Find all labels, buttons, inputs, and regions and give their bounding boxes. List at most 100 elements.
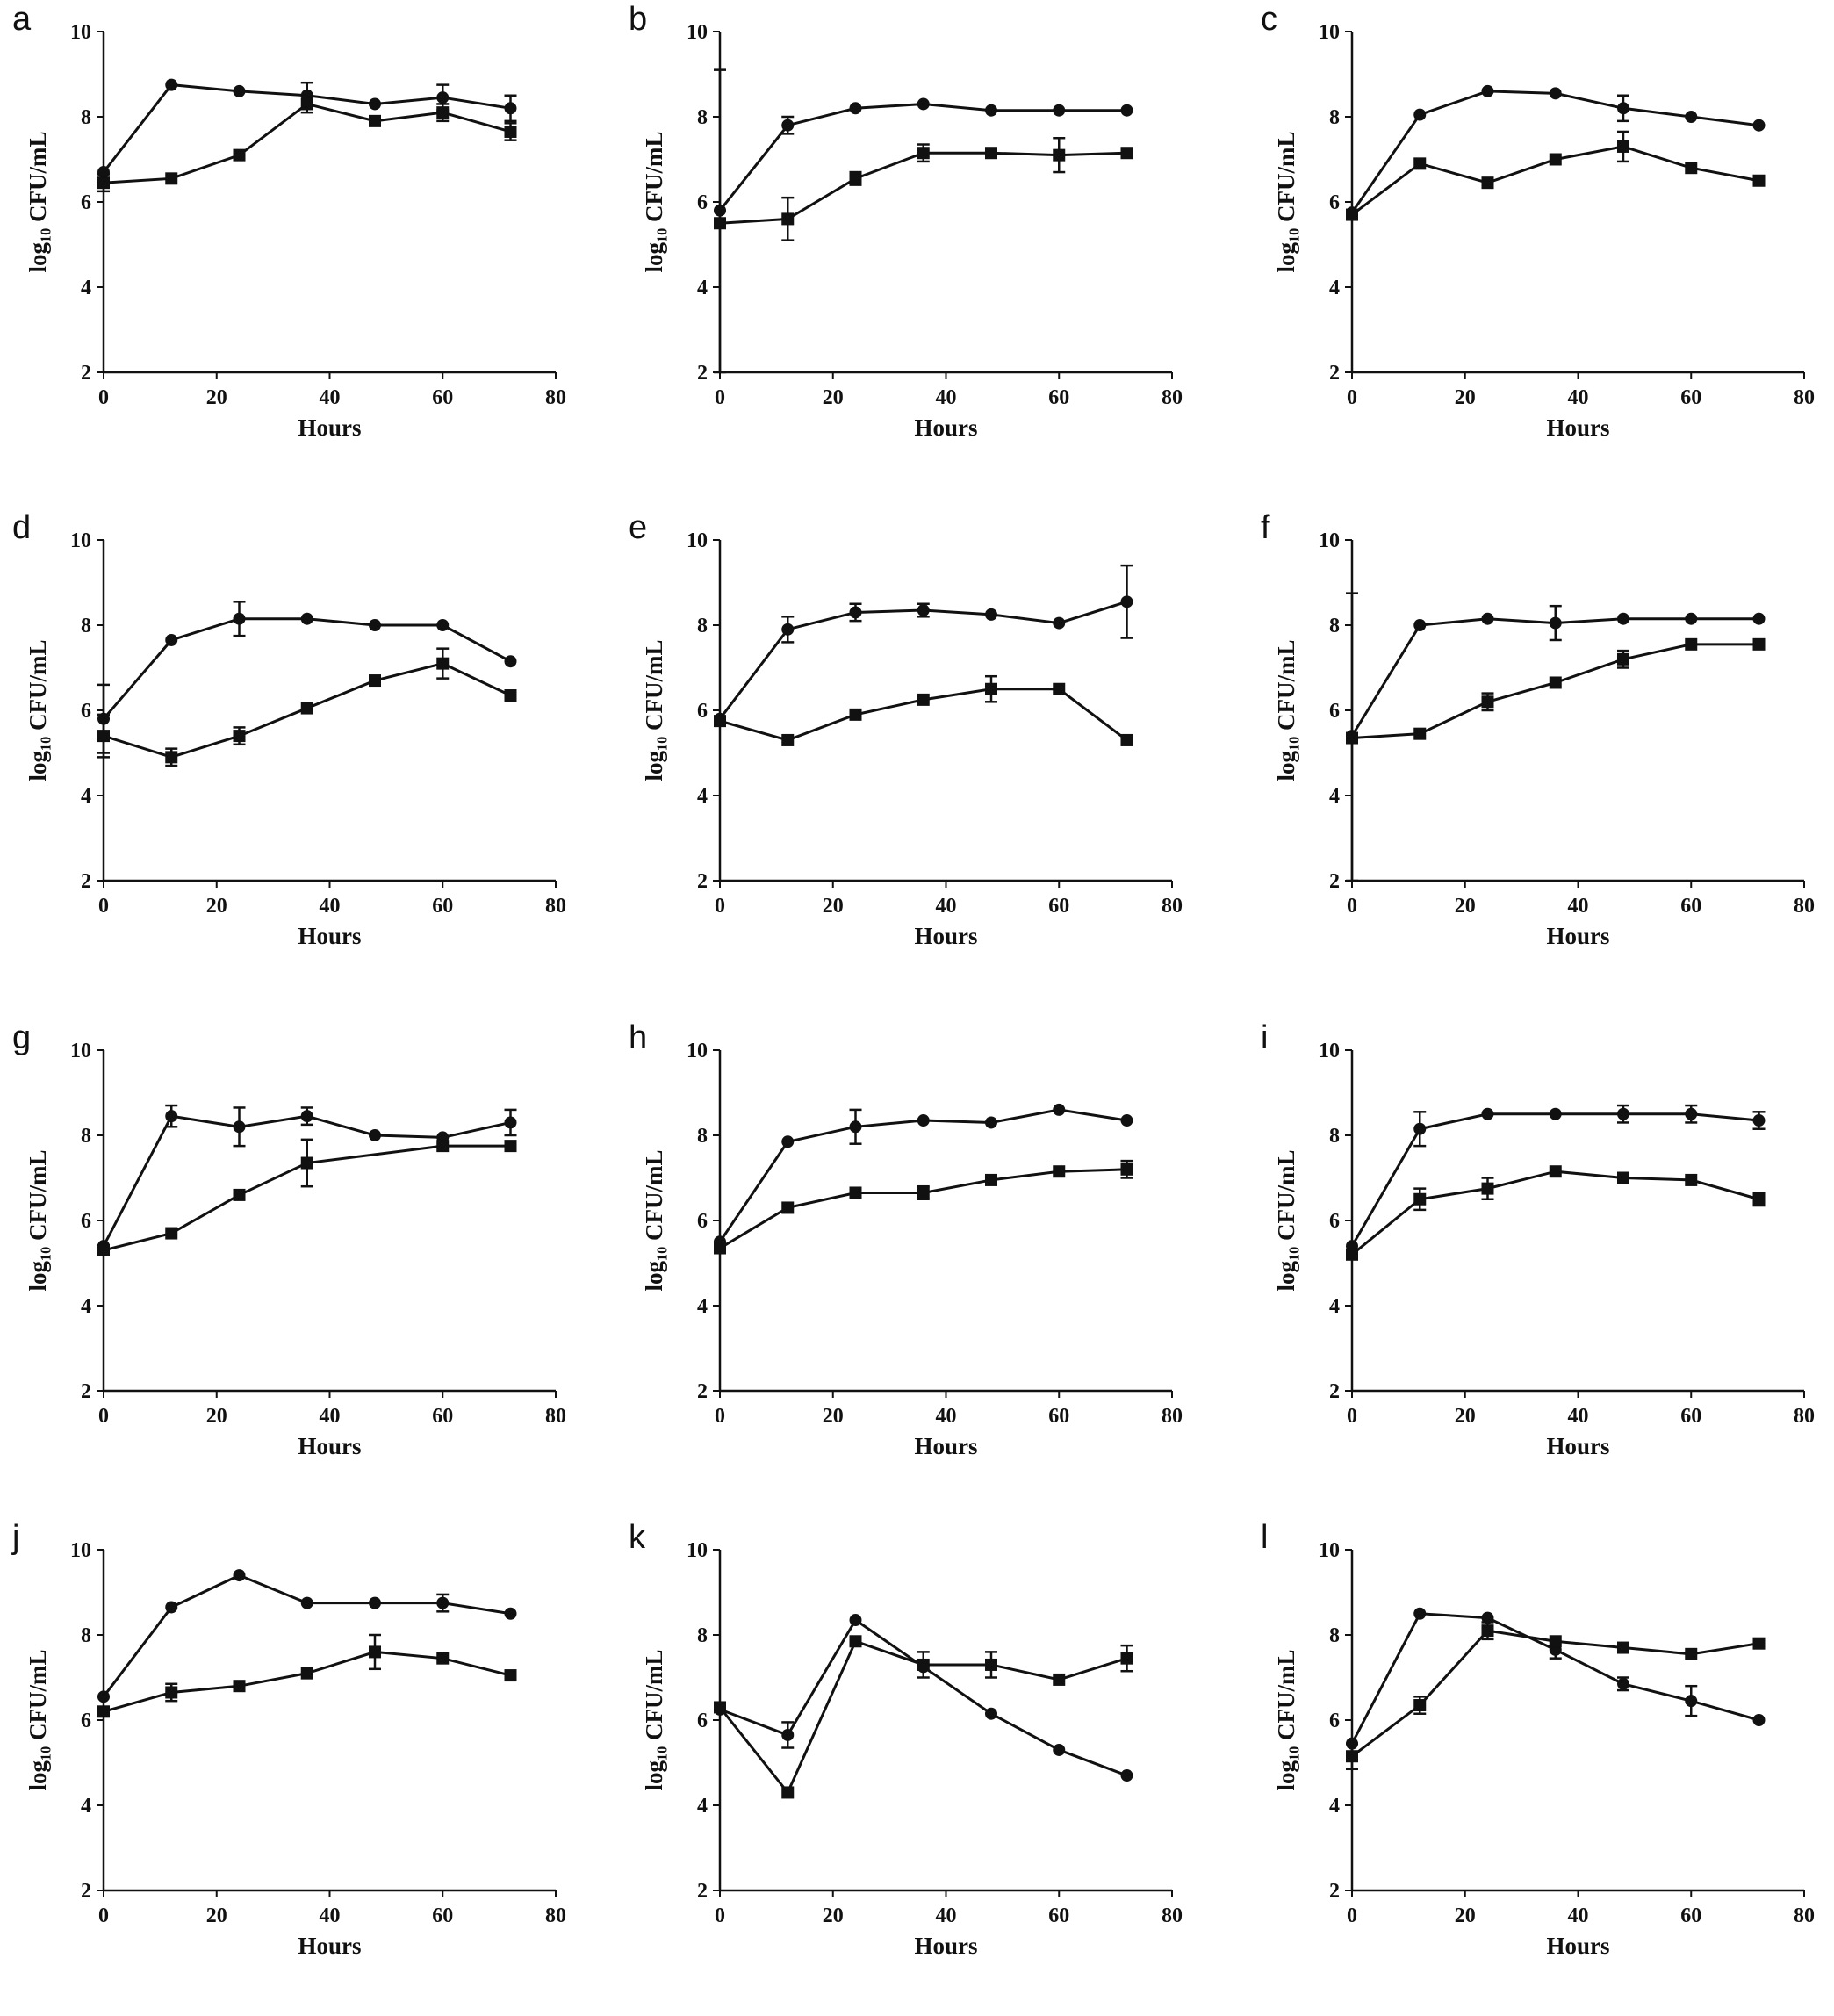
data-point-square — [97, 1243, 110, 1256]
y-tick-label: 4 — [697, 277, 708, 299]
x-tick-label: 0 — [1347, 1904, 1357, 1927]
data-point-square — [1120, 1163, 1133, 1176]
data-point-square — [436, 657, 450, 670]
x-tick-label: 0 — [98, 386, 109, 409]
x-tick-label: 40 — [936, 1405, 957, 1428]
x-tick-label: 0 — [98, 1405, 109, 1428]
x-tick-label: 40 — [1568, 895, 1589, 918]
data-point-circle — [233, 1120, 246, 1134]
data-point-square — [97, 730, 110, 743]
data-point-circle — [1053, 616, 1066, 630]
x-tick-label: 20 — [1455, 1405, 1476, 1428]
data-point-circle — [917, 1114, 930, 1127]
data-point-square — [1346, 1750, 1358, 1763]
data-point-square — [165, 1686, 178, 1699]
data-point-circle — [917, 97, 930, 111]
data-point-square — [917, 147, 930, 160]
y-tick-label: 2 — [81, 362, 91, 385]
x-tick-label: 40 — [320, 895, 341, 918]
data-point-square — [1685, 162, 1698, 175]
y-tick-label: 2 — [697, 362, 708, 385]
y-tick-label: 6 — [697, 700, 708, 723]
x-tick-label: 40 — [936, 1904, 957, 1927]
x-tick-label: 20 — [1455, 895, 1476, 918]
data-point-circle — [504, 1116, 517, 1129]
data-point-square — [1685, 1647, 1698, 1660]
x-axis-title: Hours — [298, 1433, 361, 1459]
y-axis-title: log₁₀ CFU/mL — [641, 1650, 667, 1791]
x-tick-label: 40 — [320, 1904, 341, 1927]
data-point-square — [1346, 208, 1358, 221]
x-tick-label: 60 — [1680, 386, 1701, 409]
y-tick-label: 2 — [697, 1880, 708, 1903]
data-point-circle — [781, 119, 795, 132]
series-circle — [714, 1103, 1133, 1249]
data-point-circle — [504, 655, 517, 668]
data-point-square — [1120, 733, 1133, 746]
data-point-square — [985, 147, 997, 160]
data-point-circle — [985, 608, 997, 621]
chart-panel-f: f 2 4 6 8 10 0 20 40 60 80 Hours log₁₀ CFU/mL — [1261, 509, 1815, 949]
data-point-square — [1752, 174, 1766, 187]
data-point-square — [1617, 1171, 1629, 1184]
y-tick-label: 6 — [81, 191, 91, 214]
data-point-square — [1346, 1248, 1358, 1261]
series-square — [714, 674, 1133, 746]
data-point-square — [849, 1186, 862, 1199]
data-point-circle — [849, 102, 862, 115]
panel-letter: f — [1261, 509, 1270, 546]
y-tick-label: 8 — [697, 106, 708, 129]
x-tick-label: 40 — [936, 386, 957, 409]
data-point-circle — [985, 1116, 997, 1129]
y-axis-title: log₁₀ CFU/mL — [1273, 1650, 1299, 1791]
data-point-square — [985, 682, 997, 695]
data-point-square — [1120, 147, 1133, 160]
x-axis-title: Hours — [298, 1933, 361, 1959]
y-tick-label: 6 — [697, 191, 708, 214]
x-tick-label: 80 — [1794, 386, 1815, 409]
y-tick-label: 10 — [687, 1539, 708, 1562]
x-tick-label: 0 — [98, 1904, 109, 1927]
data-point-square — [1685, 637, 1698, 651]
y-tick-label: 4 — [81, 1295, 91, 1318]
panel-letter: c — [1261, 1, 1277, 38]
x-axis-title: Hours — [914, 923, 977, 949]
data-point-circle — [1685, 1107, 1698, 1120]
data-point-circle — [1752, 119, 1766, 132]
x-tick-label: 60 — [1048, 1405, 1069, 1428]
y-tick-label: 6 — [1329, 1710, 1340, 1732]
data-point-circle — [1120, 595, 1133, 608]
x-tick-label: 0 — [1347, 895, 1357, 918]
data-point-circle — [504, 102, 517, 115]
data-point-circle — [1481, 612, 1494, 625]
data-point-square — [233, 1188, 246, 1201]
data-point-square — [849, 1635, 862, 1648]
data-point-circle — [165, 633, 178, 646]
data-point-circle — [165, 1110, 178, 1123]
y-tick-label: 6 — [81, 700, 91, 723]
x-tick-label: 80 — [545, 386, 566, 409]
series-line — [1350, 1612, 1759, 1745]
y-tick-label: 4 — [697, 1795, 708, 1818]
data-point-circle — [1413, 619, 1427, 631]
x-tick-label: 40 — [936, 895, 957, 918]
x-tick-label: 0 — [715, 1904, 725, 1927]
series-square — [97, 1633, 517, 1718]
data-point-square — [849, 172, 862, 185]
x-tick-label: 60 — [1680, 1904, 1701, 1927]
y-tick-label: 6 — [697, 1210, 708, 1233]
data-point-square — [781, 1786, 795, 1799]
chart-panel-g: g 2 4 6 8 10 0 20 40 60 80 Hours log₁₀ CFU/mL — [12, 1019, 566, 1459]
data-point-circle — [781, 1135, 795, 1148]
data-point-square — [233, 148, 246, 162]
data-point-square — [504, 1140, 517, 1153]
series-circle — [1346, 1607, 1766, 1750]
data-point-circle — [1053, 1103, 1066, 1116]
data-point-square — [97, 1705, 110, 1718]
x-axis-title: Hours — [298, 414, 361, 441]
data-point-square — [504, 689, 517, 702]
data-point-circle — [300, 1596, 313, 1609]
data-point-circle — [1120, 1114, 1133, 1127]
y-tick-label: 10 — [70, 1040, 91, 1062]
